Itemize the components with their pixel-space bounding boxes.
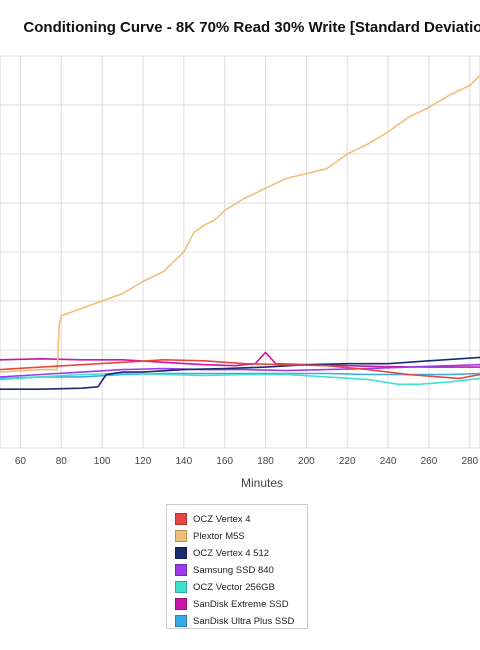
legend-swatch — [175, 615, 187, 627]
legend-item: OCZ Vertex 4 — [175, 511, 251, 527]
legend-swatch — [175, 564, 187, 576]
legend-item: SanDisk Extreme SSD — [175, 596, 289, 612]
x-tick-label: 160 — [216, 456, 233, 467]
legend-item: Plextor M5S — [175, 528, 245, 544]
series-line-samsung-ssd-840 — [0, 363, 480, 378]
x-tick-label: 120 — [135, 456, 152, 467]
series-line-ocz-vertex-4 — [0, 358, 480, 380]
legend-swatch — [175, 581, 187, 593]
x-axis-label: Minutes — [241, 476, 283, 490]
legend-label: SanDisk Extreme SSD — [193, 598, 289, 610]
x-tick-label: 180 — [257, 456, 274, 467]
legend-label: SanDisk Ultra Plus SSD — [193, 615, 295, 627]
x-tick-label: 100 — [94, 456, 111, 467]
x-tick-label: 260 — [421, 456, 438, 467]
chart-title: Conditioning Curve - 8K 70% Read 30% Wri… — [23, 19, 480, 36]
legend-item: OCZ Vector 256GB — [175, 579, 275, 595]
x-tick-label: 200 — [298, 456, 315, 467]
legend-label: Plextor M5S — [193, 530, 245, 542]
legend-label: Samsung SSD 840 — [193, 564, 274, 576]
series-line-ocz-vector-256gb — [0, 372, 480, 386]
x-tick-label: 280 — [461, 456, 478, 467]
series-line-ocz-vertex-4-512 — [0, 356, 480, 391]
legend-swatch — [175, 513, 187, 525]
x-tick-label: 60 — [15, 456, 27, 467]
x-tick-label: 140 — [175, 456, 192, 467]
legend-label: OCZ Vector 256GB — [193, 581, 275, 593]
series-line-plextor-m5s — [0, 75, 480, 373]
x-tick-label: 220 — [339, 456, 356, 467]
legend-item: OCZ Vertex 4 512 — [175, 545, 269, 561]
plot-area: 60 80 100 120 140 160 180 200 220 240 260 280 Minute… — [0, 55, 480, 490]
legend-swatch — [175, 598, 187, 610]
legend-swatch — [175, 530, 187, 542]
legend: OCZ Vertex 4 Plextor M5S OCZ Vertex 4 512 S… — [166, 504, 308, 629]
legend-item: Samsung SSD 840 — [175, 562, 274, 578]
legend-swatch — [175, 547, 187, 559]
legend-item: SanDisk Ultra Plus SSD — [175, 613, 294, 629]
x-tick-label: 240 — [380, 456, 397, 467]
legend-label: OCZ Vertex 4 512 — [193, 547, 270, 559]
x-tick-label: 80 — [56, 456, 68, 467]
legend-label: OCZ Vertex 4 — [193, 513, 251, 525]
